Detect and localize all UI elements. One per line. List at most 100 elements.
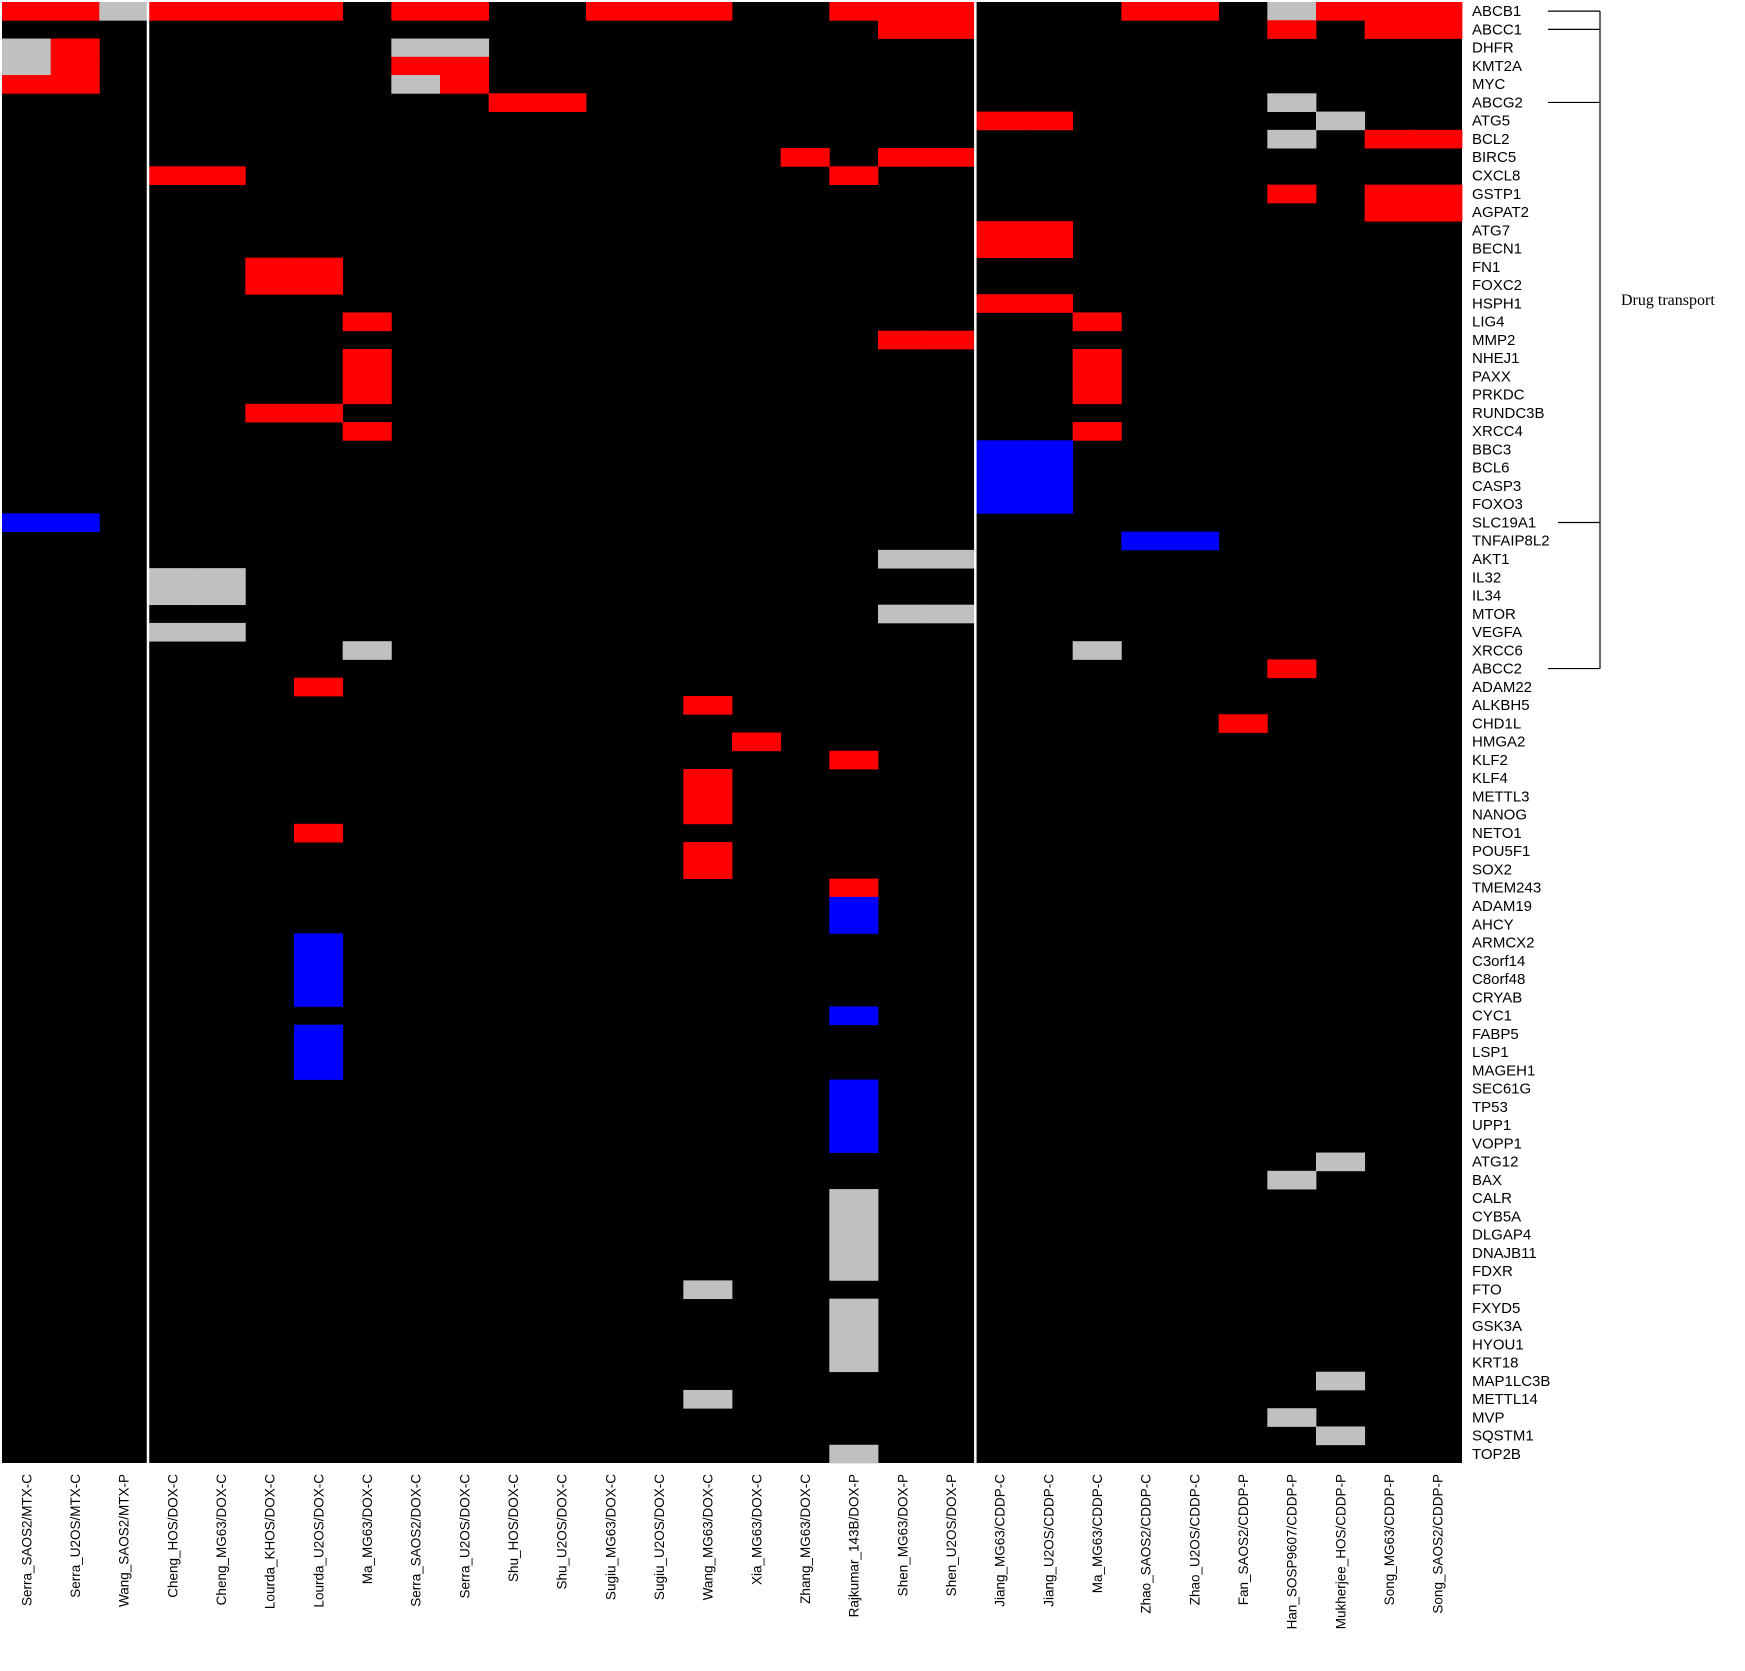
heatmap-cell-atg7-20 — [975, 221, 1025, 240]
row-label-sqstm1: SQSTM1 — [1472, 1428, 1534, 1445]
row-label-map1lc3b: MAP1LC3B — [1472, 1373, 1550, 1390]
heatmap-cell-bcl6-20 — [975, 458, 1025, 478]
heatmap-cell-abcb1-24 — [1170, 2, 1220, 21]
row-label-vegfa: VEGFA — [1472, 624, 1522, 641]
row-label-lsp1: LSP1 — [1472, 1044, 1509, 1061]
drug-transport-label: Drug transport — [1621, 292, 1715, 309]
heatmap-cell-fxyd5-17 — [829, 1298, 879, 1318]
heatmap-cell-abcb1-28 — [1364, 2, 1414, 21]
heatmap-cell-upp1-17 — [829, 1116, 879, 1135]
heatmap-cell-mtor-18 — [878, 604, 928, 624]
heatmap-cell-slc19a1-0 — [2, 513, 52, 533]
column-label-12: Sugiu_MG63/DOX-C — [603, 1474, 618, 1600]
row-label-neto1: NETO1 — [1472, 825, 1522, 842]
heatmap-cell-kmt2a-0 — [2, 56, 52, 76]
row-label-mtor: MTOR — [1472, 606, 1516, 623]
heatmap-cell-vegfa-4 — [196, 622, 246, 642]
row-label-slc19a1: SLC19A1 — [1472, 514, 1536, 531]
heatmap-cell-nhej1-7 — [342, 348, 392, 368]
column-label-24: Zhao_U2OS/CDDP-C — [1187, 1474, 1202, 1606]
heatmap-cell-agpat2-28 — [1364, 202, 1414, 222]
heatmap-cell-neto1-6 — [294, 823, 344, 843]
heatmap-cell-gstp1-26 — [1267, 184, 1317, 204]
heatmap-cell-c8orf48-6 — [294, 969, 344, 989]
row-label-gsk3a: GSK3A — [1472, 1318, 1522, 1335]
column-label-25: Fan_SAOS2/CDDP-P — [1236, 1474, 1251, 1605]
heatmap-cell-hsph1-21 — [1024, 294, 1074, 313]
row-label-armcx2: ARMCX2 — [1472, 935, 1535, 952]
heatmap-cell-fdxr-17 — [829, 1262, 879, 1281]
row-label-becn1: BECN1 — [1472, 241, 1522, 258]
heatmap-cell-bcl2-29 — [1413, 129, 1463, 149]
heatmap-cell-casp3-21 — [1024, 476, 1074, 496]
row-label-alkbh5: ALKBH5 — [1472, 697, 1530, 714]
heatmap-cell-vopp1-17 — [829, 1134, 879, 1153]
heatmap-cell-xrcc4-7 — [342, 422, 392, 441]
column-label-29: Song_SAOS2/CDDP-P — [1431, 1474, 1446, 1614]
row-label-nhej1: NHEJ1 — [1472, 350, 1520, 367]
column-label-10: Shu_HOS/DOX-C — [506, 1474, 521, 1582]
column-label-16: Zhang_MG63/DOX-C — [798, 1474, 813, 1604]
row-label-dhfr: DHFR — [1472, 40, 1514, 57]
heatmap-cells — [2, 2, 1463, 1464]
row-label-abcc2: ABCC2 — [1472, 661, 1522, 678]
heatmap-cell-tnfaip8l2-24 — [1170, 531, 1220, 551]
heatmap-cell-abcb1-6 — [294, 2, 344, 21]
heatmap-cell-abcc1-26 — [1267, 20, 1317, 39]
heatmap-cell-alkbh5-14 — [683, 695, 733, 715]
heatmap-cell-klf2-17 — [829, 750, 879, 770]
row-label-il32: IL32 — [1472, 569, 1501, 586]
row-label-c3orf14: C3orf14 — [1472, 953, 1525, 970]
heatmap-cell-abcb1-19 — [926, 2, 976, 21]
heatmap-cell-cxcl8-3 — [148, 166, 198, 186]
heatmap-cell-dhfr-0 — [2, 38, 52, 58]
column-label-22: Ma_MG63/CDDP-C — [1090, 1474, 1105, 1594]
row-label-cyc1: CYC1 — [1472, 1008, 1512, 1025]
heatmap-cell-cxcl8-4 — [196, 166, 246, 186]
heatmap-cell-adam22-6 — [294, 677, 344, 697]
row-label-krt18: KRT18 — [1472, 1355, 1518, 1372]
heatmap-cell-sox2-14 — [683, 860, 733, 879]
heatmap-cell-il32-4 — [196, 568, 246, 587]
row-label-cxcl8: CXCL8 — [1472, 167, 1520, 184]
heatmap-cell-lig4-7 — [342, 312, 392, 332]
heatmap-cell-abcb1-17 — [829, 2, 879, 21]
column-label-26: Han_SOSP9607/CDDP-P — [1285, 1474, 1300, 1629]
row-label-mmp2: MMP2 — [1472, 332, 1515, 349]
heatmap-cell-abcc1-19 — [926, 20, 976, 39]
heatmap-cell-calr-17 — [829, 1189, 879, 1208]
column-label-14: Wang_MG63/DOX-C — [701, 1474, 716, 1601]
heatmap-cell-lig4-22 — [1072, 312, 1122, 332]
heatmap-cell-birc5-19 — [926, 148, 976, 167]
row-label-adam22: ADAM22 — [1472, 679, 1532, 696]
heatmap-cell-abcb1-14 — [683, 2, 733, 21]
heatmap-cell-akt1-19 — [926, 549, 976, 569]
heatmap-cell-bax-26 — [1267, 1170, 1317, 1190]
row-label-gstp1: GSTP1 — [1472, 186, 1521, 203]
heatmap-cell-tmem243-17 — [829, 878, 879, 898]
row-label-fdxr: FDXR — [1472, 1263, 1513, 1280]
heatmap-cell-pou5f1-14 — [683, 842, 733, 861]
row-label-dlgap4: DLGAP4 — [1472, 1227, 1531, 1244]
heatmap-cell-abcg2-10 — [488, 93, 538, 112]
heatmap-cell-fn1-6 — [294, 257, 344, 277]
column-labels: Serra_SAOS2/MTX-C Serra_U2OS/MTX-C Wang_SA… — [19, 1474, 1445, 1630]
row-label-abcg2: ABCG2 — [1472, 94, 1523, 111]
row-label-birc5: BIRC5 — [1472, 149, 1516, 166]
row-label-paxx: PAXX — [1472, 368, 1511, 385]
column-label-13: Sugiu_U2OS/DOX-C — [652, 1474, 667, 1600]
column-label-11: Shu_U2OS/DOX-C — [555, 1474, 570, 1590]
heatmap-cell-abcb1-4 — [196, 2, 246, 21]
row-label-il34: IL34 — [1472, 588, 1501, 605]
heatmap-cell-hyou1-17 — [829, 1335, 879, 1354]
heatmap-cell-sqstm1-27 — [1316, 1426, 1366, 1446]
heatmap-cell-paxx-22 — [1072, 367, 1122, 386]
heatmap-cell-foxc2-6 — [294, 275, 344, 295]
heatmap-cell-atg5-20 — [975, 111, 1025, 131]
heatmap-cell-abcb1-9 — [440, 2, 490, 21]
row-label-fn1: FN1 — [1472, 259, 1500, 276]
heatmap-cell-atg7-21 — [1024, 221, 1074, 240]
heatmap-cell-map1lc3b-27 — [1316, 1371, 1366, 1391]
